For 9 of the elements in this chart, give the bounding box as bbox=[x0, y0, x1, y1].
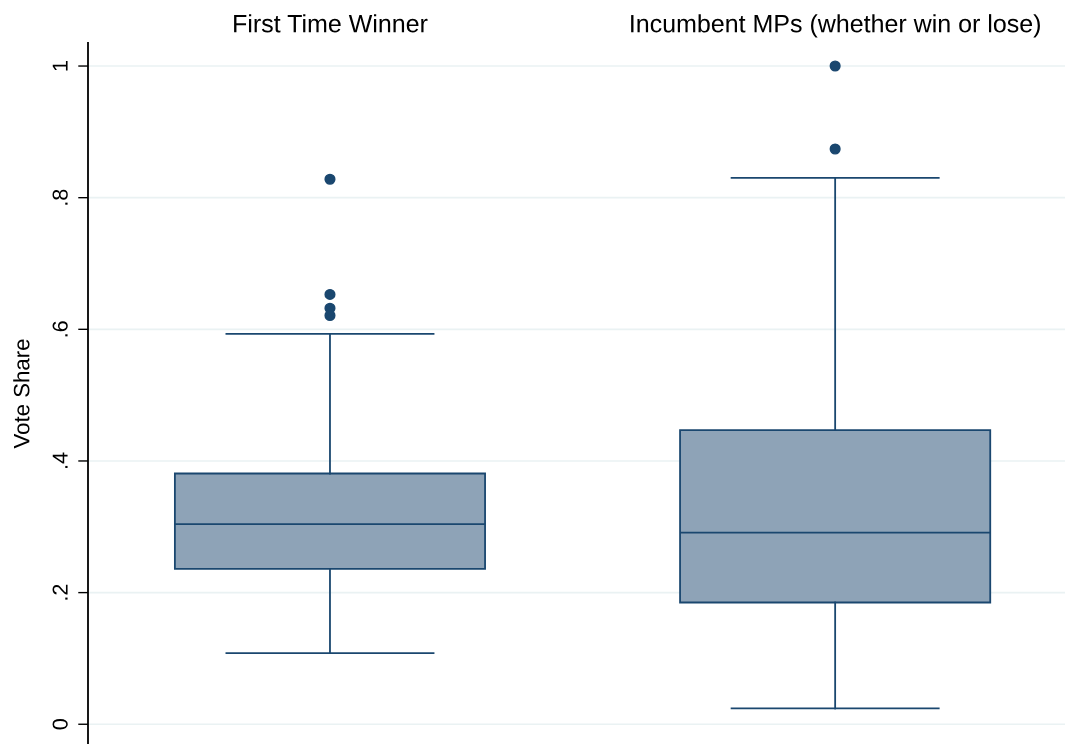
y-tick-label: .8 bbox=[52, 189, 68, 205]
x-tick-label: First Time Winner bbox=[234, 14, 428, 33]
y-tick-label: .6 bbox=[52, 321, 68, 337]
y-tick-label: .4 bbox=[52, 452, 68, 468]
y-tick-label: 0 bbox=[52, 719, 68, 730]
x-tick-label: Incumbent MPs (whether win or lose) bbox=[631, 14, 1040, 38]
y-axis-title: Vote Share bbox=[13, 339, 30, 449]
y-tick-label: .2 bbox=[52, 584, 68, 600]
y-tick-label: 1 bbox=[52, 61, 68, 71]
